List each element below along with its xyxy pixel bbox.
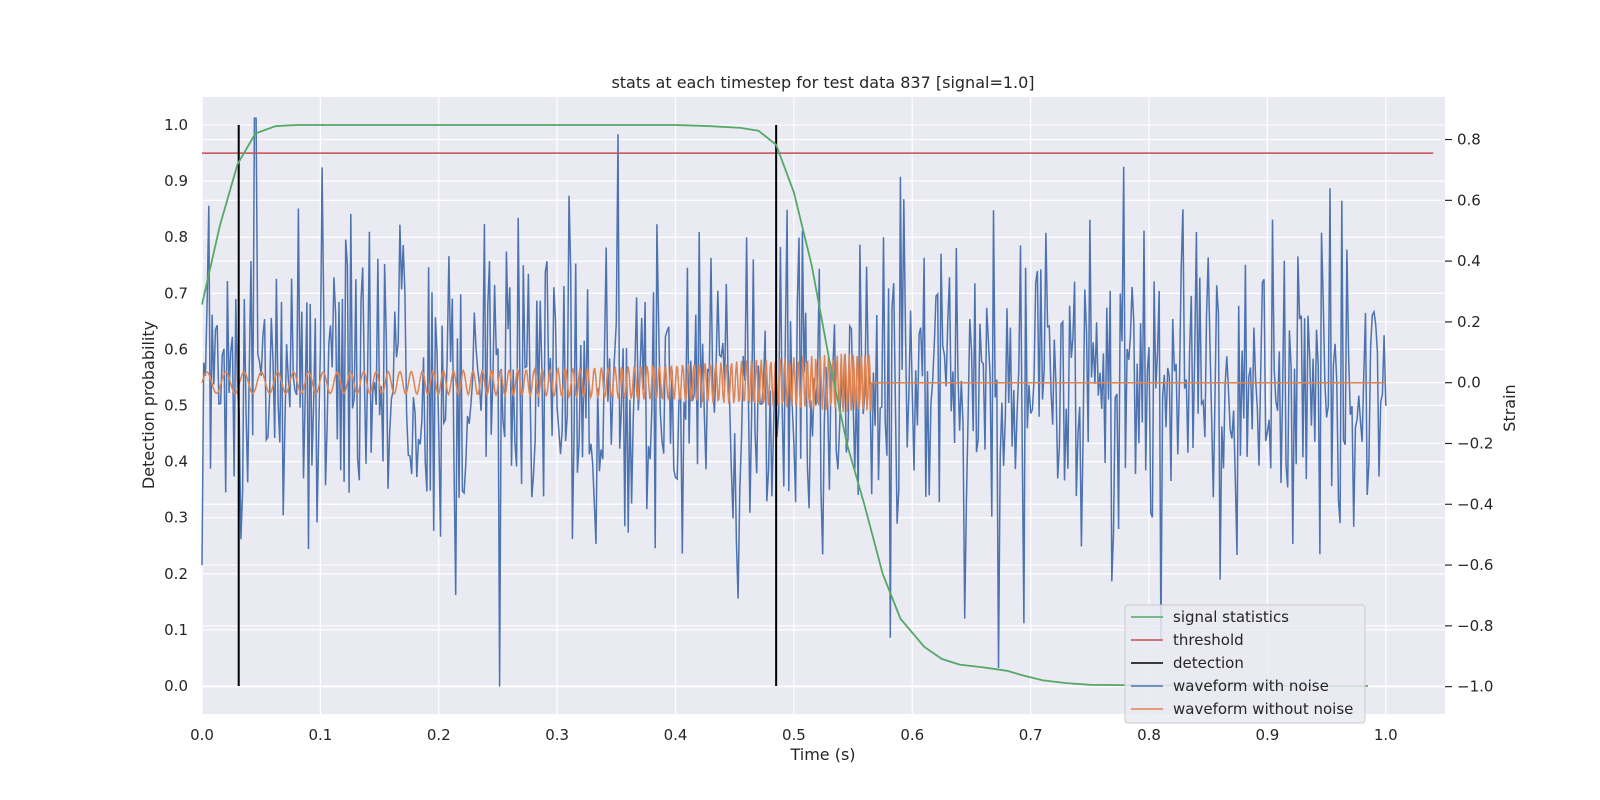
y-right-tick-label: 0.8 <box>1457 131 1481 149</box>
x-tick-label: 1.0 <box>1374 726 1398 744</box>
series-signal-statistics <box>201 124 1369 687</box>
chart-title: stats at each timestep for test data 837… <box>611 73 1034 92</box>
y-left-tick-label: 0.5 <box>164 397 188 415</box>
x-tick-label: 0.1 <box>308 726 332 744</box>
y-left-tick-label: 0.4 <box>164 453 188 471</box>
x-tick-label: 0.4 <box>664 726 688 744</box>
left-axis-ticks: 0.0 0.1 0.2 0.3 0.4 0.5 0.6 0.7 0.8 0.9 1.0 <box>164 116 188 695</box>
x-tick-label: 0.7 <box>1019 726 1043 744</box>
x-axis-ticks: 0.0 0.1 0.2 0.3 0.4 0.5 0.6 0.7 0.8 0.9 1.0 <box>190 726 1398 744</box>
series-waveform-without-noise <box>201 353 1386 413</box>
y-left-tick-label: 0.1 <box>164 621 188 639</box>
left-y-axis-label: Detection probability <box>139 321 158 489</box>
y-right-tick-label: 0.0 <box>1457 374 1481 392</box>
x-tick-label: 0.6 <box>900 726 924 744</box>
right-axis-ticks: −1.0 −0.8 −0.6 −0.4 −0.2 0.0 0.2 0.4 0.6 0.8 <box>1445 131 1493 696</box>
series-waveform-with-noise <box>201 117 1387 687</box>
legend-label-threshold: threshold <box>1173 631 1244 649</box>
x-tick-label: 0.8 <box>1137 726 1161 744</box>
y-right-tick-label: −0.6 <box>1457 556 1493 574</box>
x-tick-label: 0.9 <box>1255 726 1279 744</box>
legend: signal statistics threshold detection wa… <box>1124 604 1366 724</box>
y-left-tick-label: 0.9 <box>164 172 188 190</box>
y-right-tick-label: 0.2 <box>1457 313 1481 331</box>
y-left-tick-label: 0.8 <box>164 228 188 246</box>
x-tick-label: 0.3 <box>545 726 569 744</box>
y-left-tick-label: 0.3 <box>164 509 188 527</box>
y-right-tick-label: 0.6 <box>1457 191 1481 209</box>
y-left-tick-label: 0.0 <box>164 677 188 695</box>
y-left-tick-label: 0.2 <box>164 565 188 583</box>
y-right-tick-label: −0.8 <box>1457 617 1493 635</box>
legend-label-waveform-without-noise: waveform without noise <box>1173 700 1353 718</box>
y-left-tick-label: 0.6 <box>164 340 188 358</box>
y-right-tick-label: −0.2 <box>1457 434 1493 452</box>
x-axis-label: Time (s) <box>789 745 855 764</box>
x-tick-label: 0.0 <box>190 726 214 744</box>
y-right-tick-label: −0.4 <box>1457 495 1493 513</box>
right-y-axis-label: Strain <box>1500 384 1519 431</box>
legend-label-detection: detection <box>1173 654 1244 672</box>
y-left-tick-label: 1.0 <box>164 116 188 134</box>
y-right-tick-label: 0.4 <box>1457 252 1481 270</box>
series-layer <box>201 117 1434 687</box>
x-tick-label: 0.5 <box>782 726 806 744</box>
y-right-tick-label: −1.0 <box>1457 678 1493 696</box>
legend-label-waveform-with-noise: waveform with noise <box>1173 677 1329 695</box>
y-left-tick-label: 0.7 <box>164 284 188 302</box>
x-tick-label: 0.2 <box>427 726 451 744</box>
legend-label-signal-statistics: signal statistics <box>1173 608 1289 626</box>
legend-box <box>1124 604 1366 724</box>
